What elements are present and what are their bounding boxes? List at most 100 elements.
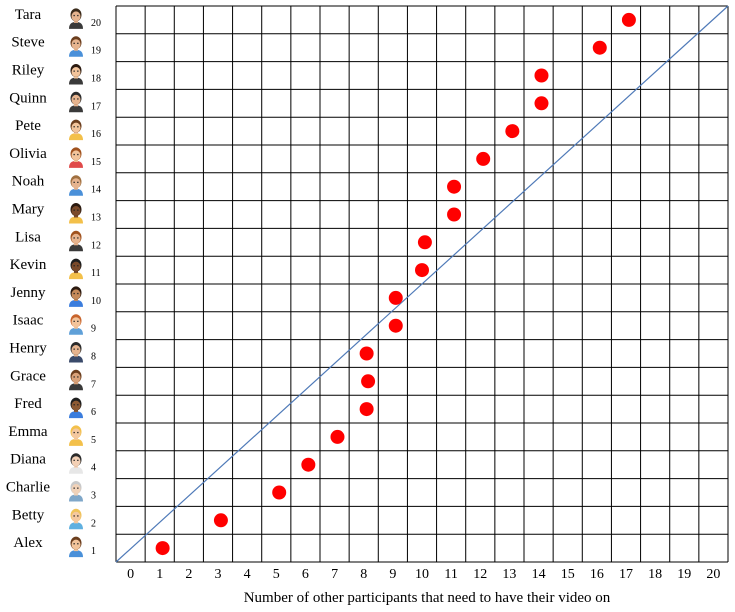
participant-number: 12 — [91, 240, 101, 251]
avatar-face — [71, 372, 81, 383]
data-point — [415, 263, 429, 278]
avatar-eye — [73, 42, 75, 44]
data-point — [388, 290, 403, 305]
x-tick-label: 17 — [619, 567, 633, 582]
participant-name: Kevin — [10, 257, 47, 273]
x-tick-label: 14 — [532, 567, 546, 582]
participant-name: Quinn — [9, 90, 47, 106]
participant-name: Fred — [14, 396, 42, 412]
avatar-face — [71, 11, 81, 22]
x-tick-label: 2 — [185, 567, 192, 582]
participant-labels: Alex 1 Betty 2 Charlie 3 Diana 4 Emma 5 Fred 6 Grace… — [6, 7, 101, 558]
avatar-eye — [73, 209, 75, 211]
reference-line — [115, 5, 729, 563]
participant-name: Charlie — [6, 480, 50, 496]
participant-number: 13 — [91, 213, 101, 224]
avatar-eye — [73, 126, 75, 128]
avatar-face — [71, 345, 81, 355]
avatar-icon-pete — [69, 119, 83, 141]
avatar-shirt — [69, 216, 83, 224]
participant-name: Pete — [15, 118, 41, 134]
avatar-eye — [77, 70, 79, 72]
avatar-shirt — [69, 105, 83, 113]
avatar-face — [71, 67, 81, 77]
avatar-icon-quinn — [69, 91, 83, 113]
data-point — [272, 485, 287, 500]
data-point — [592, 40, 607, 55]
participant-number: 6 — [91, 407, 96, 418]
avatar-shirt — [69, 272, 83, 280]
data-point — [359, 346, 374, 361]
avatar-shirt — [69, 21, 83, 29]
avatar-shirt — [69, 466, 83, 474]
grid — [115, 5, 729, 563]
participant-name: Steve — [11, 35, 45, 51]
participant-number: 3 — [91, 491, 96, 502]
avatar-icon-lisa — [69, 230, 83, 252]
avatar-shirt — [69, 299, 83, 307]
data-point — [330, 429, 345, 444]
participant-number: 4 — [91, 463, 96, 474]
avatar-eye — [73, 459, 75, 461]
avatar-eye — [77, 292, 79, 295]
avatar-shirt — [69, 383, 83, 391]
participant-name: Lisa — [15, 229, 41, 245]
avatar-eye — [77, 237, 79, 239]
x-tick-label: 6 — [302, 567, 309, 582]
avatar-face — [71, 39, 81, 50]
x-tick-label: 5 — [273, 567, 280, 582]
avatar-face — [71, 428, 81, 439]
avatar-icon-noah — [69, 175, 83, 196]
avatar-face — [71, 150, 81, 161]
points-layer — [155, 12, 636, 556]
avatar-face — [71, 178, 81, 189]
avatar-eye — [77, 209, 79, 211]
avatar-icon-jenny — [69, 286, 83, 307]
avatar-icon-riley — [69, 64, 83, 85]
avatar-icon-betty — [69, 508, 83, 530]
avatar-eye — [77, 487, 79, 489]
avatar-eye — [77, 348, 79, 350]
participant-name: Emma — [8, 424, 47, 440]
data-point — [505, 124, 520, 139]
participant-number: 7 — [91, 379, 96, 390]
participant-name: Betty — [12, 507, 45, 523]
avatar-eye — [77, 14, 79, 17]
avatar-eye — [77, 320, 79, 322]
x-tick-label: 18 — [648, 567, 662, 582]
x-tick-label: 3 — [215, 567, 222, 582]
avatar-face — [71, 456, 81, 467]
avatar-shirt — [69, 188, 83, 196]
participant-number: 9 — [91, 324, 96, 335]
avatar-eye — [73, 181, 75, 183]
x-tick-label: 16 — [590, 567, 604, 582]
avatar-icon-isaac — [69, 314, 83, 335]
participant-name: Jenny — [11, 285, 46, 301]
data-point — [534, 96, 549, 111]
participant-name: Isaac — [13, 313, 44, 329]
participant-number: 18 — [91, 74, 101, 85]
avatar-face — [71, 94, 81, 105]
avatar-eye — [73, 376, 75, 378]
avatar-eye — [73, 292, 75, 295]
avatar-eye — [77, 376, 79, 378]
avatar-eye — [77, 126, 79, 128]
x-axis-title: Number of other participants that need t… — [244, 590, 611, 606]
avatar-eye — [73, 348, 75, 350]
participant-number: 15 — [91, 157, 101, 168]
avatar-icon-olivia — [69, 147, 83, 168]
avatar-shirt — [69, 49, 83, 57]
x-tick-label: 9 — [389, 567, 396, 582]
avatar-shirt — [69, 133, 83, 141]
avatar-eye — [77, 404, 79, 406]
participant-number: 1 — [91, 546, 96, 557]
participant-name: Riley — [12, 63, 45, 79]
avatar-shirt — [69, 77, 83, 85]
avatar-face — [71, 289, 81, 300]
avatar-eye — [73, 431, 75, 434]
avatar-icon-charlie — [69, 481, 83, 502]
avatar-face — [71, 233, 81, 244]
participant-name: Diana — [10, 452, 46, 468]
x-tick-label: 13 — [502, 567, 516, 582]
